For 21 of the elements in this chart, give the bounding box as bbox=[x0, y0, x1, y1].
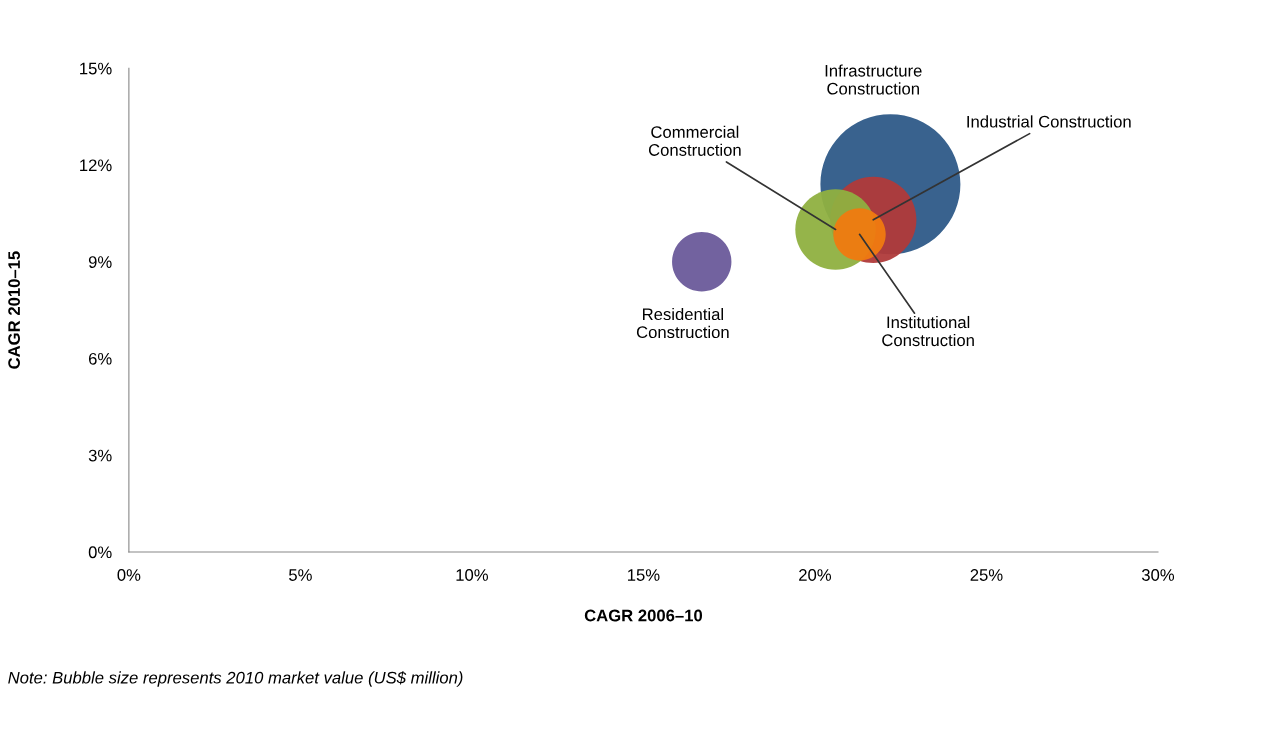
text: Industrial Construction bbox=[967, 115, 1131, 128]
x-tick-label: 15% bbox=[628, 569, 660, 581]
x-tick-label: 30% bbox=[1141, 569, 1175, 581]
x-tick-label: 20% bbox=[799, 569, 832, 581]
x-tick-label: 5% bbox=[289, 569, 312, 581]
text: Commercial Construction bbox=[648, 125, 741, 156]
y-tick-label: 15% bbox=[80, 62, 112, 75]
x-axis-title: CAGR 2006–10 bbox=[584, 609, 703, 622]
y-tick-label: 3% bbox=[88, 449, 112, 462]
text: Institutional Construction bbox=[882, 315, 974, 347]
x-tick-label: 10% bbox=[456, 569, 488, 581]
y-tick-label: 12% bbox=[80, 159, 112, 172]
series-label: Infrastructure Construction bbox=[825, 64, 922, 95]
text: Note: Bubble size represents 2010 market value (US$ million) bbox=[8, 671, 463, 687]
y-tick-label: 9% bbox=[88, 256, 112, 268]
y-tick-label: 6% bbox=[88, 352, 112, 365]
x-tick-label: 0% bbox=[117, 569, 141, 581]
series-label: Residential Construction bbox=[636, 307, 729, 339]
y-axis-title: CAGR 2010–15 bbox=[8, 251, 20, 369]
y-tick-label: 0% bbox=[88, 546, 112, 559]
x-tick-label: 25% bbox=[970, 569, 1003, 581]
